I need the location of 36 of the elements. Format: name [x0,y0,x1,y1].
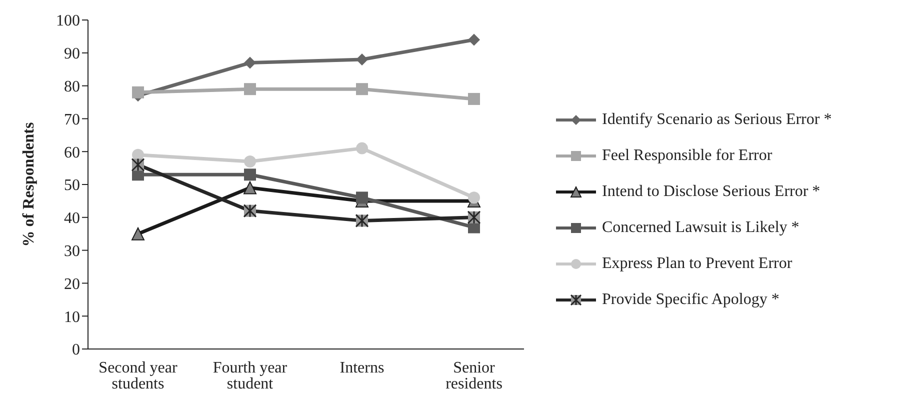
y-tick-label: 80 [64,78,80,96]
y-tick-label: 50 [64,177,80,194]
y-tick-label: 60 [64,144,80,162]
point [132,86,144,98]
point [356,142,368,154]
point [244,181,256,194]
point [244,83,256,96]
point [356,192,368,204]
point [132,227,144,240]
point [468,192,480,204]
legend-label: Feel Responsible for Error [602,146,772,164]
point [468,92,480,105]
y-tick-label: 0 [72,342,80,359]
y-tick-label: 90 [64,46,80,63]
legend-label: Express Plan to Prevent Error [602,254,792,272]
y-tick-label: 30 [64,242,80,260]
x-tick-label: Fourth year student [212,359,288,392]
y-tick-label: 10 [64,308,80,326]
legend-label: Provide Specific Apology * [602,290,780,308]
point [244,56,256,69]
y-tick-label: 20 [64,276,80,293]
point [244,168,256,181]
y-axis-title: % of Respondents [20,122,38,247]
legend-label: Concerned Lawsuit is Likely * [602,218,800,236]
point [356,83,368,96]
legend-label: Intend to Disclose Serious Error * [602,182,820,200]
y-tick-label: 100 [56,12,80,30]
y-tick-label: 70 [64,111,80,128]
x-tick-label: Second year students [98,359,178,392]
x-tick-label: Interns [340,359,384,376]
point [356,53,368,66]
point [244,155,256,168]
legend-label: Identify Scenario as Serious Error * [602,110,832,128]
x-tick-label: Senior residents [446,359,502,392]
y-tick-label: 40 [64,210,80,228]
point [468,34,480,46]
